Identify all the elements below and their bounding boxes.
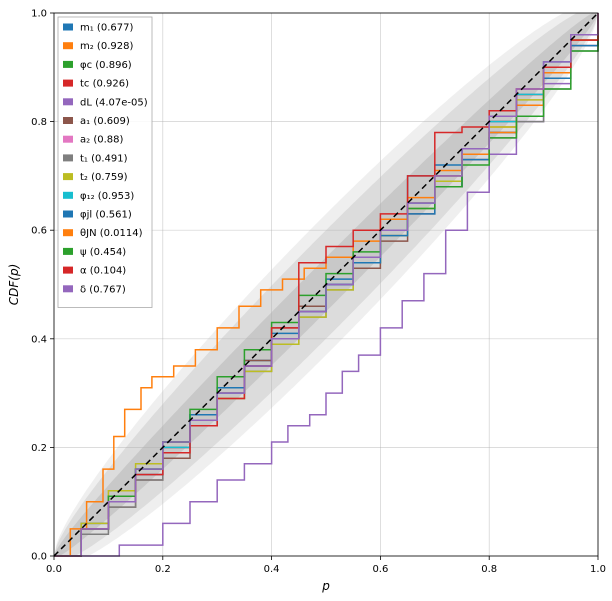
x-tick-label: 1.0 — [590, 564, 606, 575]
legend-box — [57, 16, 153, 308]
legend-swatch-15 — [63, 285, 73, 293]
legend-entry-9: t₂ (0.759) — [80, 172, 128, 183]
x-tick-label: 0.0 — [46, 564, 62, 575]
legend-entry-8: t₁ (0.491) — [80, 153, 128, 164]
legend-swatch-10 — [63, 191, 73, 199]
legend-swatch-6 — [63, 117, 73, 124]
x-axis-ticks: 0.0 0.2 0.4 0.6 0.8 1.0 — [46, 556, 606, 575]
legend-entry-1: m₁ (0.677) — [80, 23, 133, 34]
y-tick-label: 0.8 — [31, 117, 47, 128]
y-axis-ticks: 0.0 0.2 0.4 0.6 0.8 1.0 — [31, 9, 54, 563]
legend-swatch-14 — [63, 266, 73, 274]
legend-entry-6: a₁ (0.609) — [80, 116, 130, 127]
legend-entry-3: φc (0.896) — [80, 60, 132, 71]
legend-entry-7: a₂ (0.88) — [80, 135, 123, 146]
y-tick-label: 0.4 — [31, 334, 47, 345]
diagonal-reference-line — [53, 12, 599, 557]
legend-entry-14: α (0.104) — [80, 266, 126, 277]
y-tick-label: 1.0 — [31, 9, 47, 20]
legend: m₁ (0.677) m₂ (0.928) φc (0.896) tc (0.926)… — [57, 16, 153, 308]
series-line-5 — [54, 13, 599, 557]
plot-frame — [53, 12, 599, 557]
legend-entry-15: δ (0.767) — [80, 284, 126, 295]
y-tick-label: 0.2 — [31, 443, 47, 454]
y-axis-label: CDF(p) — [7, 264, 21, 306]
legend-swatch-12 — [63, 229, 73, 237]
legend-entry-12: θJN (0.0114) — [80, 228, 143, 239]
legend-entry-13: ψ (0.454) — [80, 247, 126, 258]
x-tick-label: 0.2 — [155, 564, 171, 575]
legend-swatch-1 — [63, 23, 73, 31]
legend-entry-11: φjl (0.561) — [80, 210, 132, 221]
y-tick-label: 0.0 — [31, 552, 47, 563]
x-axis-label: p — [321, 579, 330, 593]
x-tick-label: 0.6 — [372, 564, 388, 575]
legend-entry-10: φ₁₂ (0.953) — [80, 191, 134, 202]
legend-swatch-4 — [63, 79, 73, 87]
legend-entry-5: dL (4.07e-05) — [80, 97, 148, 108]
legend-swatch-11 — [63, 210, 73, 218]
x-tick-label: 0.4 — [264, 564, 280, 575]
legend-entry-2: m₂ (0.928) — [80, 41, 133, 52]
legend-swatch-13 — [63, 247, 73, 255]
legend-swatch-8 — [63, 154, 73, 162]
y-tick-label: 0.6 — [31, 226, 47, 237]
legend-swatch-2 — [63, 42, 73, 50]
legend-swatch-3 — [63, 60, 73, 68]
x-tick-label: 0.8 — [481, 564, 497, 575]
legend-swatch-9 — [63, 173, 73, 181]
legend-swatch-7 — [63, 135, 73, 143]
legend-swatch-5 — [63, 98, 73, 106]
legend-entry-4: tc (0.926) — [80, 79, 129, 90]
